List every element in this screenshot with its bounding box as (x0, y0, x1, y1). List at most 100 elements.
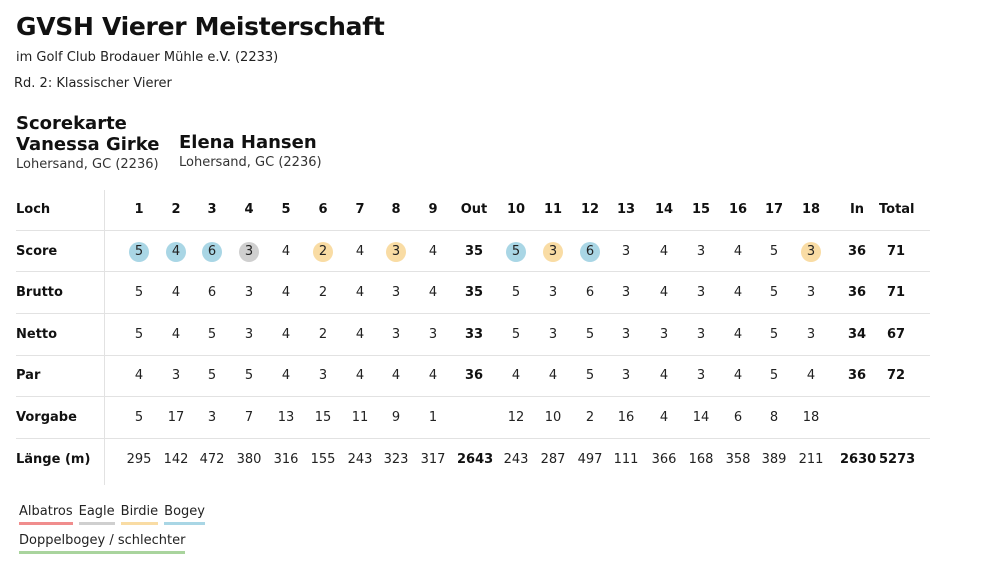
row-label-netto: Netto (16, 327, 58, 342)
vorgabe-cell: 12 (507, 410, 525, 425)
brutto-cell: 71 (886, 285, 906, 300)
netto-cell: 3 (621, 327, 631, 342)
page-title: GVSH Vierer Meisterschaft (16, 12, 385, 41)
score-cell: 35 (464, 244, 484, 259)
netto-cell: 34 (847, 327, 867, 342)
brutto-cell: 5 (511, 285, 521, 300)
laenge-cell: 366 (651, 452, 677, 467)
column-header: 6 (318, 202, 328, 217)
brutto-cell: 5 (134, 285, 144, 300)
laenge-cell: 2643 (457, 452, 494, 467)
laenge-cell: 317 (420, 452, 446, 467)
column-header: 4 (244, 202, 254, 217)
laenge-cell: 5273 (879, 452, 916, 467)
brutto-cell: 5 (769, 285, 779, 300)
par-cell: 4 (391, 368, 401, 383)
brutto-cell: 6 (585, 285, 595, 300)
column-header: 15 (691, 202, 711, 217)
netto-cell: 4 (281, 327, 291, 342)
vorgabe-cell: 3 (207, 410, 217, 425)
score-cell: 5 (122, 242, 156, 262)
netto-cell: 3 (548, 327, 558, 342)
laenge-cell: 243 (347, 452, 373, 467)
score-legend: Albatros Eagle Birdie Bogey Doppelbogey … (19, 504, 205, 562)
row-divider (16, 396, 930, 397)
row-label-laenge: Länge (m) (16, 452, 91, 467)
player-1: Vanessa Girke Lohersand, GC (2236) (16, 134, 160, 173)
vorgabe-cell (840, 408, 874, 428)
laenge-cell: 211 (798, 452, 824, 467)
laenge-cell: 380 (236, 452, 262, 467)
row-divider (16, 271, 930, 272)
par-cell: 5 (244, 368, 254, 383)
event-subtitle: im Golf Club Brodauer Mühle e.V. (2233) (16, 50, 279, 65)
netto-cell: 5 (585, 327, 595, 342)
column-header: 14 (654, 202, 674, 217)
column-header: 7 (355, 202, 365, 217)
laenge-cell: 111 (613, 452, 639, 467)
row-label-vorgabe: Vorgabe (16, 410, 77, 425)
player-club: Lohersand, GC (2236) (179, 155, 322, 170)
laenge-cell: 389 (761, 452, 787, 467)
laenge-cell: 2630 (840, 452, 877, 467)
brutto-cell: 36 (847, 285, 867, 300)
laenge-cell: 243 (503, 452, 529, 467)
vorgabe-cell: 16 (617, 410, 635, 425)
par-cell: 4 (281, 368, 291, 383)
par-cell: 4 (806, 368, 816, 383)
par-cell: 4 (733, 368, 743, 383)
column-header: Total (879, 202, 915, 217)
vorgabe-cell: 2 (585, 410, 595, 425)
netto-cell: 4 (733, 327, 743, 342)
par-cell: 3 (318, 368, 328, 383)
laenge-cell: 295 (126, 452, 152, 467)
vorgabe-cell: 14 (692, 410, 710, 425)
vorgabe-cell: 10 (544, 410, 562, 425)
vorgabe-cell: 5 (134, 410, 144, 425)
par-cell: 4 (428, 368, 438, 383)
netto-cell: 4 (171, 327, 181, 342)
vorgabe-cell: 8 (769, 410, 779, 425)
row-divider (16, 355, 930, 356)
par-cell: 3 (621, 368, 631, 383)
vorgabe-cell (879, 408, 913, 428)
brutto-cell: 35 (464, 285, 484, 300)
column-header: 3 (207, 202, 217, 217)
netto-cell: 5 (511, 327, 521, 342)
vorgabe-cell: 6 (733, 410, 743, 425)
vorgabe-cell: 1 (428, 410, 438, 425)
legend-eagle: Eagle (78, 504, 115, 525)
vorgabe-cell: 7 (244, 410, 254, 425)
vorgabe-cell (457, 408, 491, 428)
column-header: 10 (506, 202, 526, 217)
column-header: 11 (543, 202, 563, 217)
vorgabe-cell: 11 (351, 410, 369, 425)
score-cell: 36 (847, 244, 867, 259)
par-cell: 36 (847, 368, 867, 383)
vorgabe-cell: 15 (314, 410, 332, 425)
scorecard-label: Scorekarte (16, 113, 127, 134)
par-cell: 3 (171, 368, 181, 383)
column-header: 13 (616, 202, 636, 217)
netto-cell: 3 (391, 327, 401, 342)
player-name: Vanessa Girke (16, 134, 160, 155)
par-cell: 5 (207, 368, 217, 383)
player-name: Elena Hansen (179, 132, 317, 153)
brutto-cell: 4 (428, 285, 438, 300)
score-cell: 3 (232, 242, 266, 262)
round-info: Rd. 2: Klassischer Vierer (14, 76, 172, 91)
brutto-cell: 2 (318, 285, 328, 300)
legend-birdie: Birdie (120, 504, 159, 525)
player-2: Elena Hansen Lohersand, GC (2236) (179, 132, 322, 171)
netto-cell: 2 (318, 327, 328, 342)
netto-cell: 33 (464, 327, 484, 342)
bogey-marker: 4 (166, 242, 186, 262)
score-cell: 3 (696, 244, 706, 259)
column-header: 5 (281, 202, 291, 217)
score-cell: 4 (428, 244, 438, 259)
row-divider (16, 438, 930, 439)
vorgabe-cell: 9 (391, 410, 401, 425)
par-cell: 3 (696, 368, 706, 383)
netto-cell: 3 (806, 327, 816, 342)
par-cell: 4 (134, 368, 144, 383)
